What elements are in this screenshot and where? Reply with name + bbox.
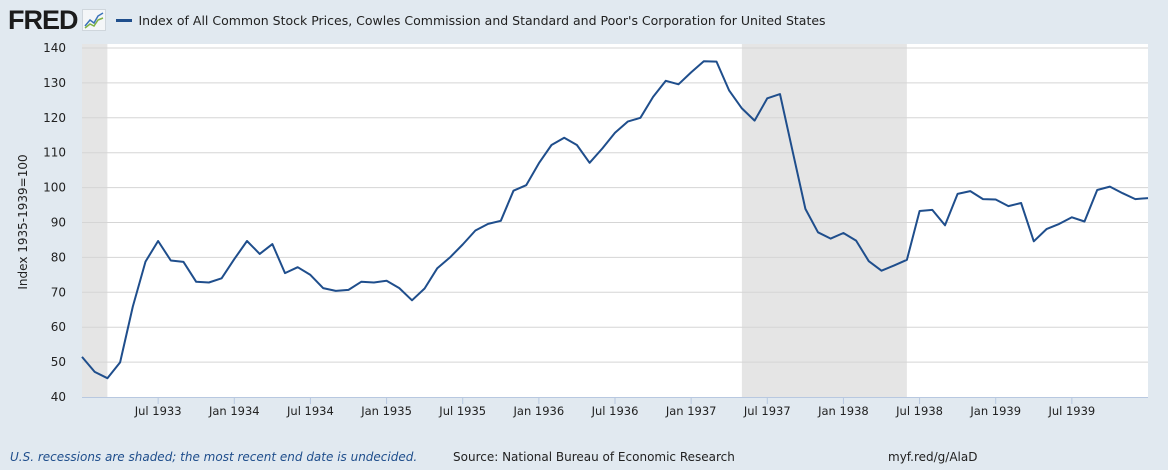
x-tick-label: Jul 1934 — [286, 404, 334, 418]
x-tick-label: Jul 1937 — [743, 404, 791, 418]
y-tick-label: 90 — [51, 216, 66, 230]
x-tick-label: Jul 1935 — [438, 404, 486, 418]
y-tick-label: 100 — [43, 181, 66, 195]
x-tick-label: Jan 1939 — [969, 404, 1021, 418]
y-tick-labels: 40 50 60 70 80 90 100 110 120 130 140 — [43, 41, 66, 404]
y-tick-label: 130 — [43, 76, 66, 90]
x-tick-label: Jan 1938 — [817, 404, 869, 418]
y-tick-label: 70 — [51, 285, 66, 299]
short-link[interactable]: myf.red/g/AlaD — [888, 450, 978, 464]
fred-logo[interactable]: FRED — [8, 4, 78, 35]
x-tick-label: Jul 1933 — [134, 404, 182, 418]
recession-band — [741, 44, 907, 397]
legend-swatch — [115, 18, 132, 22]
y-tick-label: 80 — [51, 250, 66, 264]
y-tick-label: 120 — [43, 111, 66, 125]
fred-chart-logo-icon — [81, 9, 106, 31]
legend-label[interactable]: Index of All Common Stock Prices, Cowles… — [138, 12, 826, 28]
x-tick-label: Jan 1936 — [513, 404, 565, 418]
y-tick-label: 60 — [51, 320, 66, 334]
x-tick-labels: Jul 1933 Jan 1934 Jul 1934 Jan 1935 Jul 1935… — [134, 397, 1095, 418]
plot-area — [82, 44, 1148, 397]
x-tick-label: Jul 1936 — [591, 404, 639, 418]
gridlines — [82, 47, 1148, 398]
x-tick-label: Jul 1939 — [1047, 404, 1095, 418]
series-line — [81, 60, 1149, 380]
recession-shading — [82, 44, 907, 397]
source-text: Source: National Bureau of Economic Rese… — [453, 450, 735, 464]
recession-band — [82, 44, 108, 397]
x-tick-label: Jan 1937 — [665, 404, 717, 418]
chart-header: FRED Index of All Common Stock Prices, C… — [8, 4, 826, 35]
recession-note: U.S. recessions are shaded; the most rec… — [10, 450, 418, 464]
y-axis-label: Index 1935-1939=100 — [16, 154, 30, 289]
x-tick-label: Jul 1938 — [895, 404, 943, 418]
x-tick-label: Jan 1935 — [360, 404, 412, 418]
x-tick-label: Jan 1934 — [208, 404, 260, 418]
y-tick-label: 140 — [43, 41, 66, 55]
y-tick-label: 40 — [51, 390, 66, 404]
y-tick-label: 110 — [43, 146, 66, 160]
y-tick-label: 50 — [51, 355, 66, 369]
